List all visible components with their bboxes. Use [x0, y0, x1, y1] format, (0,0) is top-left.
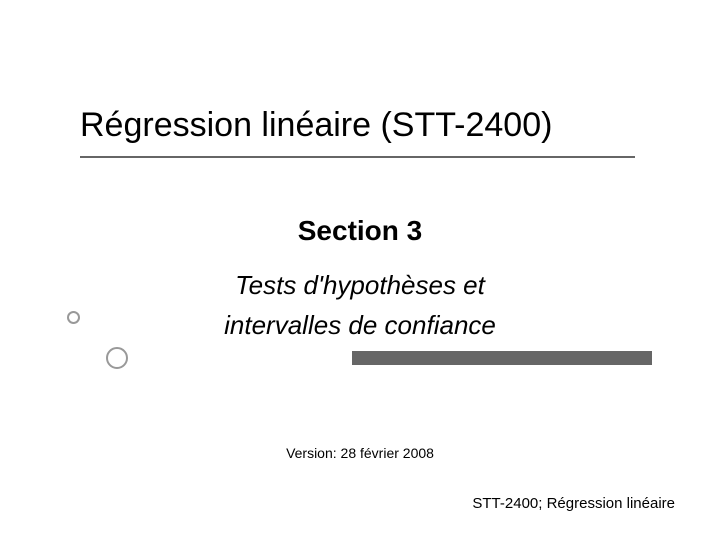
- decorative-circle-large: [106, 347, 128, 369]
- section-heading: Section 3: [0, 215, 720, 247]
- footer-text: STT-2400; Régression linéaire: [472, 495, 675, 512]
- slide: Régression linéaire (STT-2400) Section 3…: [0, 0, 720, 540]
- subtitle-line-1: Tests d'hypothèses et: [0, 265, 720, 305]
- decorative-circle-small: [67, 311, 80, 324]
- accent-bar: [352, 351, 652, 365]
- slide-title: Régression linéaire (STT-2400): [80, 105, 640, 146]
- subtitle-line-2: intervalles de confiance: [0, 305, 720, 345]
- subtitle-block: Tests d'hypothèses et intervalles de con…: [0, 265, 720, 346]
- version-text: Version: 28 février 2008: [0, 445, 720, 461]
- title-block: Régression linéaire (STT-2400): [80, 105, 640, 158]
- title-underline: [80, 156, 635, 158]
